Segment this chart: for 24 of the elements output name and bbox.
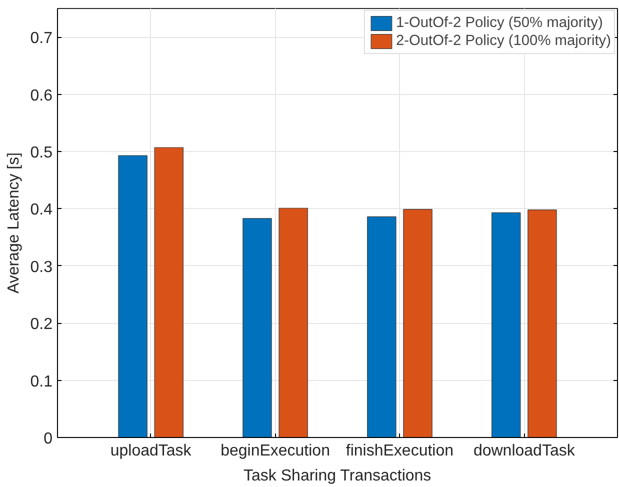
y-tick-label: 0.6 (30, 87, 53, 104)
x-tick-label: beginExecution (220, 442, 330, 460)
bar (403, 208, 432, 438)
y-axis-title: Average Latency [s] (5, 152, 22, 294)
y-tick-label: 0.7 (30, 30, 53, 48)
x-tick-label: uploadTask (110, 442, 192, 460)
y-tick-label: 0.5 (30, 144, 53, 162)
y-tick-label: 0.3 (30, 258, 53, 276)
x-tick-label: downloadTask (473, 442, 576, 460)
bar (367, 216, 396, 438)
y-tick-label: 0.4 (30, 202, 53, 219)
bar (278, 208, 308, 438)
x-axis-title: Task Sharing Transactions (244, 468, 432, 484)
bar (118, 155, 148, 438)
bar (242, 218, 272, 438)
legend-label: 2-OutOf-2 Policy (100% majority) (396, 32, 611, 50)
bar (154, 147, 184, 438)
y-tick-label: 0 (44, 430, 53, 448)
legend-label: 1-OutOf-2 Policy (50% majority) (396, 14, 603, 32)
y-tick-label: 0.1 (30, 373, 53, 390)
bar (528, 210, 557, 438)
bar (492, 212, 521, 438)
y-tick-label: 0.2 (30, 316, 53, 334)
x-tick-label: finishExecution (346, 442, 454, 460)
